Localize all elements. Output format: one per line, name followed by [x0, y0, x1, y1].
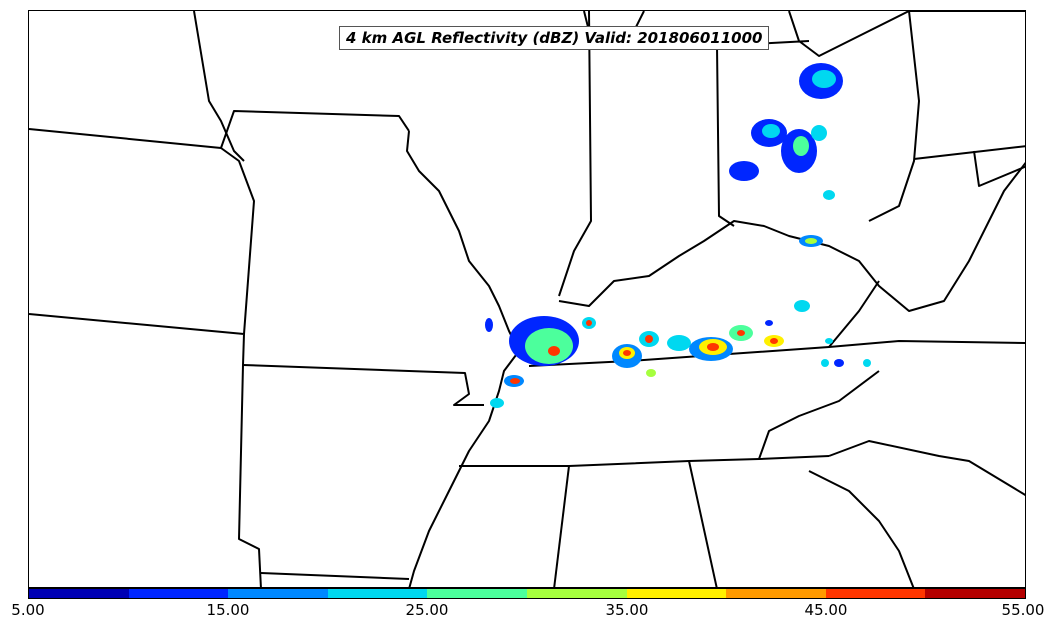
map-title: 4 km AGL Reflectivity (dBZ) Valid: 20180…: [339, 26, 770, 50]
colorbar-segment: [726, 589, 826, 598]
colorbar-segment: [825, 589, 926, 598]
colorbar-segment: [526, 589, 627, 598]
reflectivity-echoes: [485, 63, 871, 408]
map-panel[interactable]: 4 km AGL Reflectivity (dBZ) Valid: 20180…: [28, 10, 1026, 588]
colorbar-tick-label: 45.00: [804, 601, 848, 619]
colorbar-segment: [29, 589, 129, 598]
colorbar-tick-label: 25.00: [405, 601, 449, 619]
colorbar-segment: [925, 589, 1025, 598]
colorbar-segment: [128, 589, 229, 598]
colorbar: [28, 588, 1026, 599]
colorbar-segment: [327, 589, 428, 598]
colorbar-tick-label: 5.00: [11, 601, 45, 619]
colorbar-tick-label: 55.00: [1001, 601, 1045, 619]
map-canvas: [29, 11, 1025, 587]
colorbar-segment: [427, 589, 527, 598]
colorbar-segment: [626, 589, 727, 598]
colorbar-tick-label: 15.00: [206, 601, 250, 619]
colorbar-segment: [228, 589, 328, 598]
state-borders: [29, 11, 1025, 587]
colorbar-tick-label: 35.00: [605, 601, 649, 619]
